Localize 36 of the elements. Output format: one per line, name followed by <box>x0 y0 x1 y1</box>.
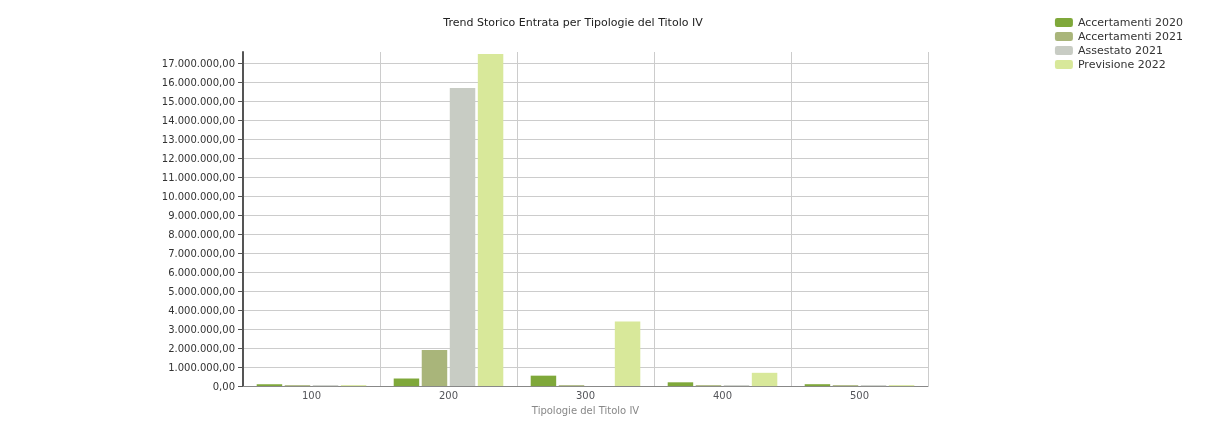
bar <box>477 53 504 387</box>
y-tick-label: 10.000.000,00 <box>161 190 235 202</box>
x-tick-label: 500 <box>849 389 870 401</box>
legend-label: Assestato 2021 <box>1077 44 1163 57</box>
y-tick-label: 0,00 <box>212 380 235 392</box>
y-tick-label: 9.000.000,00 <box>168 209 235 221</box>
bar <box>751 372 778 387</box>
bar <box>530 375 557 387</box>
y-tick-label: 5.000.000,00 <box>168 285 235 297</box>
x-tick-label: 200 <box>438 389 459 401</box>
bar <box>421 350 448 387</box>
x-tick-label: 100 <box>301 389 322 401</box>
y-tick-label: 13.000.000,00 <box>161 133 235 145</box>
x-axis-title: Tipologie del Titolo IV <box>530 404 640 416</box>
y-tick-label: 1.000.000,00 <box>168 361 235 373</box>
chart-title: Trend Storico Entrata per Tipologie del Titolo IV <box>442 16 704 29</box>
bar <box>614 321 641 387</box>
legend-label: Accertamenti 2020 <box>1077 16 1184 29</box>
y-tick-label: 15.000.000,00 <box>161 95 235 107</box>
legend-label: Previsione 2022 <box>1077 58 1166 71</box>
y-tick-label: 7.000.000,00 <box>168 247 235 259</box>
y-tick-label: 6.000.000,00 <box>168 266 235 278</box>
y-tick-label: 14.000.000,00 <box>161 114 235 126</box>
y-tick-label: 8.000.000,00 <box>168 228 235 240</box>
x-tick-label: 400 <box>712 389 733 401</box>
x-tick-label: 300 <box>575 389 596 401</box>
y-tick-label: 2.000.000,00 <box>168 342 235 354</box>
y-tick-label: 17.000.000,00 <box>161 57 235 69</box>
bar <box>393 378 420 387</box>
y-tick-label: 16.000.000,00 <box>161 76 235 88</box>
y-tick-label: 12.000.000,00 <box>161 152 235 164</box>
legend-label: Accertamenti 2021 <box>1077 30 1184 43</box>
bar <box>667 382 694 387</box>
y-tick-label: 11.000.000,00 <box>161 171 235 183</box>
y-tick-label: 3.000.000,00 <box>168 323 235 335</box>
y-tick-label: 4.000.000,00 <box>168 304 235 316</box>
